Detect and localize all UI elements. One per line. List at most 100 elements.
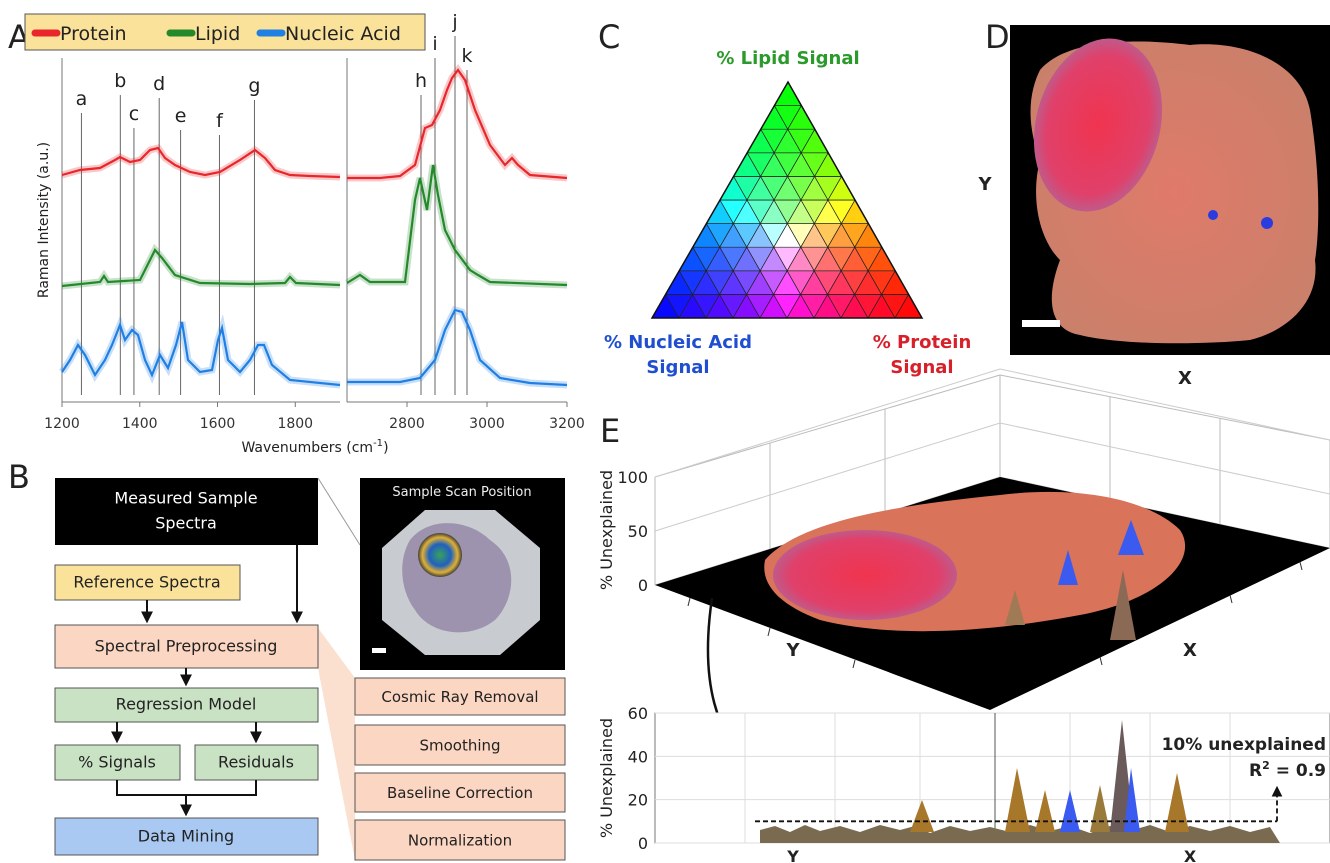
tick [853, 660, 855, 668]
x-tick-label: 1600 [200, 416, 236, 432]
axis-label: Y [977, 174, 992, 195]
flow-box-text: Normalization [408, 832, 512, 850]
flow-box-text: Spectra [155, 514, 217, 533]
x-tick-label: 1800 [277, 416, 313, 432]
x-axis-label: Wavenumbers (cm-1) [241, 438, 388, 456]
spectrum [347, 70, 567, 178]
peak-label: a [76, 88, 88, 110]
image-caption: Sample Scan Position [392, 485, 531, 500]
tick [1300, 562, 1302, 570]
x-tick-label: 1400 [122, 416, 158, 432]
fit-text: = 0.9 [1270, 761, 1326, 781]
panel-letter: E [600, 412, 620, 450]
flow-box-text: Reference Spectra [73, 573, 220, 592]
panel-e: E Y X % Unexplained [597, 369, 1330, 863]
tick [1100, 657, 1102, 665]
tick [688, 598, 690, 606]
ternary-colormap [652, 82, 922, 318]
peak-label: d [153, 73, 165, 95]
spectrum-band [347, 310, 567, 385]
spectrum-band [62, 322, 340, 385]
axis-label: X [1178, 368, 1192, 389]
axis-label: Y [786, 847, 799, 863]
flow-box-text: Smoothing [419, 737, 500, 755]
x-ticks: 1200 1400 1600 1800 2800 3000 3200 [44, 402, 585, 432]
connector-wedge [318, 628, 355, 860]
z-ticks: 0 50 100 [617, 468, 648, 595]
peak-label: g [248, 75, 260, 97]
grid-line [1000, 369, 1330, 440]
z-tick-label: 50 [628, 522, 648, 541]
hotspot [1261, 217, 1273, 229]
tick [768, 628, 770, 636]
scan-nucleus [418, 533, 462, 577]
panel-letter: D [985, 18, 1010, 56]
vertex-label: Signal [890, 357, 953, 378]
connector [318, 478, 360, 545]
z-tick-label: 0 [638, 576, 648, 595]
axis-label: Y [785, 640, 800, 661]
y-tick-label: 0 [638, 834, 648, 853]
spectrum-band [62, 250, 340, 286]
profile-y-ticks: 0 20 40 60 [628, 704, 648, 853]
spectrum [347, 310, 567, 385]
annotation: 10% unexplained [1162, 735, 1326, 755]
peak-label: i [432, 33, 437, 55]
peak-label: b [114, 70, 126, 92]
vertex-label: % Lipid Signal [716, 48, 859, 69]
flow-box-text: Cosmic Ray Removal [381, 688, 538, 706]
peak-label: j [451, 11, 457, 33]
spectrum-band [62, 148, 340, 177]
x-tick-label: 1200 [44, 416, 80, 432]
grid-line [1000, 423, 1330, 494]
spectrum [62, 322, 340, 385]
flow-box-text: Baseline Correction [387, 784, 533, 802]
surface-nucleus [773, 530, 957, 620]
vertex-label: % Nucleic Acid [604, 332, 752, 353]
fit-sup: 2 [1262, 759, 1270, 772]
x-axis-label-end: ) [383, 440, 388, 456]
panel-letter: B [8, 458, 30, 496]
spectrum-band [347, 165, 567, 285]
spectrum [347, 165, 567, 285]
profile-frame [655, 713, 1330, 843]
x-axis-label-text: Wavenumbers (cm [241, 440, 373, 456]
legend-label: Lipid [195, 23, 240, 45]
y-tick-label: 40 [628, 747, 648, 766]
peak-label: h [415, 70, 427, 92]
spectrum-band [347, 70, 567, 178]
panel-d: D Y X [977, 18, 1330, 389]
flow-box-text: Data Mining [138, 827, 234, 846]
legend: ProteinLipidNucleic Acid [35, 23, 401, 45]
flow-box-text: % Signals [78, 753, 156, 772]
panel-letter: C [598, 18, 620, 56]
peak-label: f [216, 110, 224, 132]
y-axis-label: Raman Intensity (a.u.) [36, 142, 52, 298]
y-tick-label: 60 [628, 704, 648, 723]
x-tick-label: 3200 [549, 416, 585, 432]
tick [1230, 595, 1232, 603]
flow-box-text: Residuals [218, 753, 294, 772]
y-tick-label: 20 [628, 791, 648, 810]
scale-bar [1022, 320, 1060, 327]
peak-label: e [175, 105, 187, 127]
figure: A ProteinLipidNucleic Acid Raman Intensi… [0, 0, 1330, 863]
peak-label: k [461, 45, 472, 67]
vertex-label: Signal [646, 357, 709, 378]
ternary-cell [774, 82, 801, 106]
z-tick-label: 100 [617, 468, 648, 487]
panel-c: C % Lipid Signal % Nucleic Acid Signal %… [598, 18, 971, 378]
x-tick-label: 3000 [469, 416, 505, 432]
legend-label: Nucleic Acid [285, 23, 401, 45]
frame-edge [1000, 375, 1330, 440]
peak-label: c [129, 103, 139, 125]
x-tick-label: 2800 [389, 416, 425, 432]
preprocessing-steps: Cosmic Ray Removal Smoothing Baseline Corr… [355, 678, 565, 860]
vertex-label: % Protein [873, 332, 972, 353]
grid-line [655, 369, 1000, 477]
panel-b: B Measured Sample Spectra Sample Scan Po… [8, 458, 565, 860]
axis-label: X [1184, 847, 1197, 863]
flow-box-text: Regression Model [116, 695, 257, 714]
frame-edge [655, 375, 1000, 477]
